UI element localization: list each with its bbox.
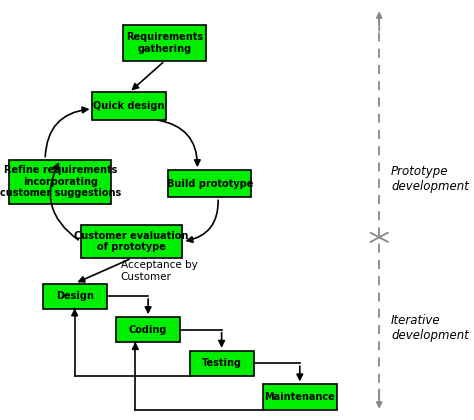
Text: Build prototype: Build prototype (166, 179, 253, 189)
Text: Design: Design (56, 291, 93, 301)
Text: Testing: Testing (201, 358, 242, 368)
FancyBboxPatch shape (168, 170, 251, 197)
FancyBboxPatch shape (263, 384, 337, 410)
FancyBboxPatch shape (9, 160, 111, 204)
FancyBboxPatch shape (123, 25, 206, 61)
Text: Acceptance by
Customer: Acceptance by Customer (121, 260, 198, 282)
Text: Coding: Coding (129, 325, 167, 335)
Text: Requirements
gathering: Requirements gathering (126, 32, 203, 54)
Text: Maintenance: Maintenance (264, 392, 335, 402)
Text: Customer evaluation
of prototype: Customer evaluation of prototype (74, 231, 189, 252)
Text: Prototype
development: Prototype development (391, 165, 469, 192)
FancyBboxPatch shape (116, 317, 180, 342)
FancyBboxPatch shape (92, 92, 166, 120)
Text: Quick design: Quick design (93, 101, 165, 111)
Text: Iterative
development: Iterative development (391, 314, 469, 341)
FancyBboxPatch shape (190, 351, 254, 376)
FancyBboxPatch shape (81, 225, 182, 258)
Text: Refine requirements
incorporating
customer suggestions: Refine requirements incorporating custom… (0, 165, 121, 198)
FancyBboxPatch shape (43, 284, 107, 309)
